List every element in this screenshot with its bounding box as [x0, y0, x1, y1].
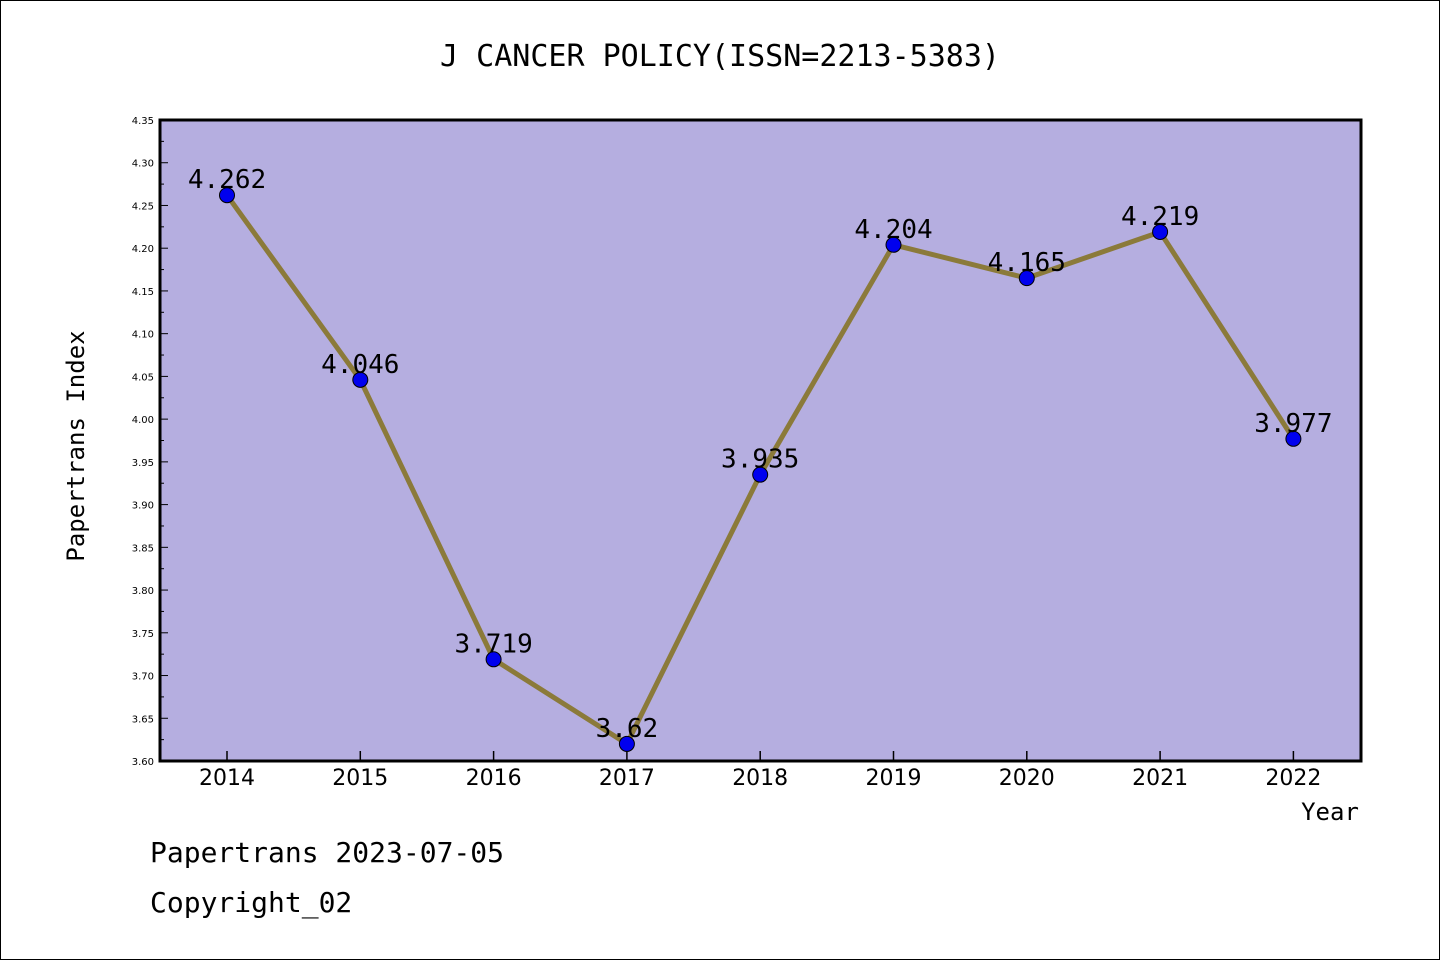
y-tick-label: 4.35 [132, 116, 154, 127]
y-tick-label: 3.75 [132, 629, 154, 640]
data-label: 4.262 [188, 165, 266, 195]
y-tick-label: 3.85 [132, 543, 154, 554]
data-label: 3.62 [596, 714, 659, 744]
footer-date: Papertrans 2023-07-05 [150, 836, 505, 869]
y-tick-label: 3.80 [132, 586, 154, 597]
x-tick-label: 2021 [1132, 766, 1188, 791]
data-label: 4.046 [321, 350, 399, 380]
data-labels: 4.262 4.046 3.719 3.62 3.935 4.204 4.165 4.219 3… [188, 165, 1333, 744]
y-tick-label: 3.95 [132, 458, 154, 469]
data-label: 4.204 [854, 215, 932, 245]
y-tick-label: 4.05 [132, 372, 154, 383]
x-tick-label: 2022 [1265, 766, 1321, 791]
data-point [752, 466, 769, 483]
y-tick-label: 4.30 [132, 159, 154, 170]
y-tick-label: 4.25 [132, 201, 154, 212]
y-tick-label: 4.00 [132, 415, 154, 426]
y-tick-label: 3.65 [132, 714, 154, 725]
x-tick-label: 2019 [866, 766, 922, 791]
data-point [885, 236, 902, 253]
y-axis: 3.60 3.65 3.70 3.75 3.80 3.85 3.90 3.95 4.00 4.05… [132, 116, 168, 768]
footer-copyright: Copyright_02 [150, 886, 353, 919]
x-tick-label: 2018 [732, 766, 788, 791]
y-axis-label: Papertrans Index [62, 330, 90, 561]
data-label: 4.165 [988, 248, 1066, 278]
y-tick-label: 3.60 [132, 757, 154, 768]
y-tick-label: 4.20 [132, 244, 154, 255]
data-point [485, 651, 502, 668]
x-axis: 2014 2015 2016 2017 2018 2019 2020 2021 2022 [199, 751, 1321, 791]
y-tick-label: 4.15 [132, 287, 154, 298]
data-point [1018, 270, 1035, 287]
chart-title: J CANCER POLICY(ISSN=2213-5383) [440, 39, 1000, 74]
x-tick-label: 2020 [999, 766, 1055, 791]
x-tick-label: 2014 [199, 766, 255, 791]
data-label: 3.935 [721, 445, 799, 475]
data-point [1152, 223, 1169, 240]
data-label: 3.977 [1254, 409, 1332, 439]
data-label: 3.719 [454, 629, 532, 659]
data-point [618, 735, 635, 752]
x-tick-label: 2017 [599, 766, 655, 791]
y-tick-label: 4.10 [132, 330, 154, 341]
x-axis-label: Year [1301, 798, 1359, 826]
series-group [219, 187, 1302, 752]
y-tick-label: 3.90 [132, 501, 154, 512]
data-label: 4.219 [1121, 202, 1199, 232]
data-point [1285, 430, 1302, 447]
data-point [352, 371, 369, 388]
y-tick-label: 3.70 [132, 672, 154, 683]
data-point [219, 187, 235, 204]
x-tick-label: 2015 [332, 766, 388, 791]
x-tick-label: 2016 [466, 766, 522, 791]
